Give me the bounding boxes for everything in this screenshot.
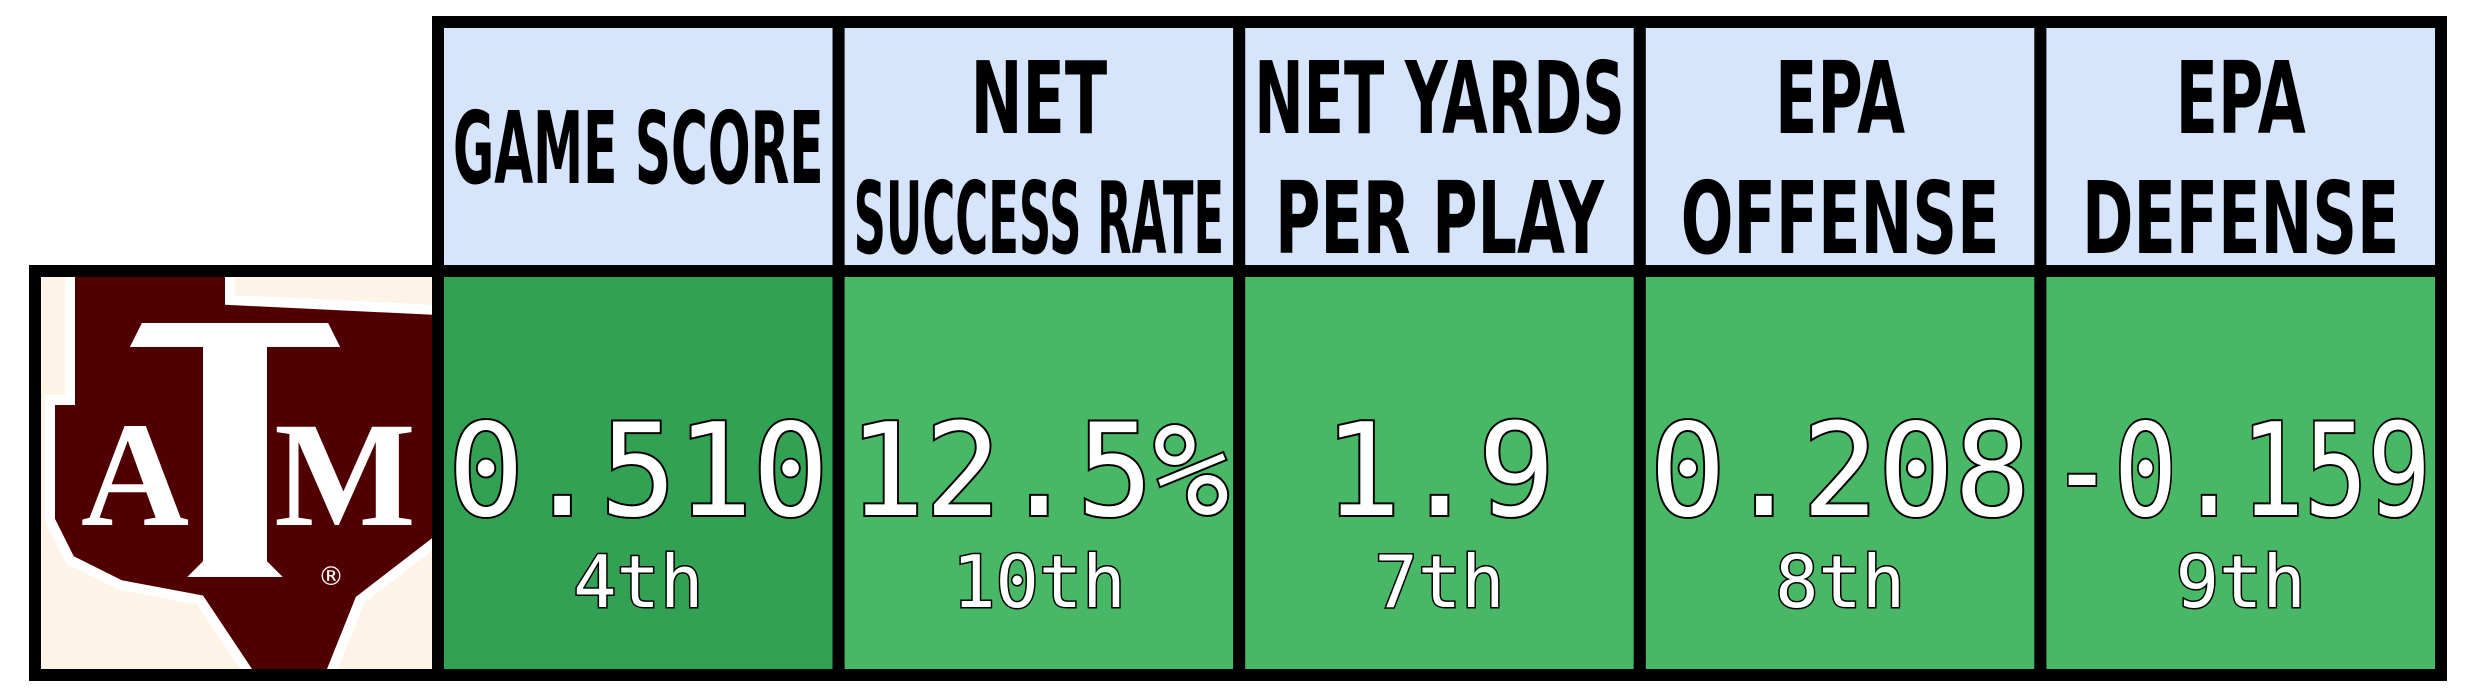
- stat-value: 12.5%: [849, 397, 1230, 546]
- stat-rank: 7th: [1374, 540, 1504, 624]
- stat-rank: 9th: [2176, 540, 2306, 624]
- value-cell: [432, 265, 845, 681]
- stat-value: -0.159: [2050, 397, 2431, 546]
- logo-a: A: [81, 392, 189, 558]
- header-label: NET: [971, 40, 1108, 157]
- logo-registered: ®: [318, 562, 344, 592]
- header-label: DEFENSE: [2082, 160, 2399, 277]
- logo: A M ®: [29, 265, 444, 681]
- logo-t: [120, 317, 350, 583]
- header-label: EPA: [1775, 40, 1905, 157]
- stat-value: 0.208: [1650, 397, 2031, 546]
- stat-rank: 8th: [1775, 540, 1905, 624]
- header-label: SUCCESS RATE: [854, 160, 1225, 277]
- stat-rank: 10th: [952, 540, 1125, 624]
- value-cell: [2034, 265, 2448, 681]
- header-label: NET YARDS: [1254, 40, 1625, 157]
- stat-rank: 4th: [573, 540, 703, 624]
- header-label: GAME SCORE: [453, 90, 824, 207]
- logo-m: M: [274, 392, 416, 558]
- header-label: EPA: [2176, 40, 2306, 157]
- stat-value: 1.9: [1324, 397, 1555, 546]
- header-label: OFFENSE: [1681, 160, 2000, 277]
- header-label: PER PLAY: [1275, 160, 1605, 277]
- stat-value: 0.510: [448, 397, 829, 546]
- header-cell: [1233, 16, 1646, 277]
- header-cell: [2034, 16, 2448, 277]
